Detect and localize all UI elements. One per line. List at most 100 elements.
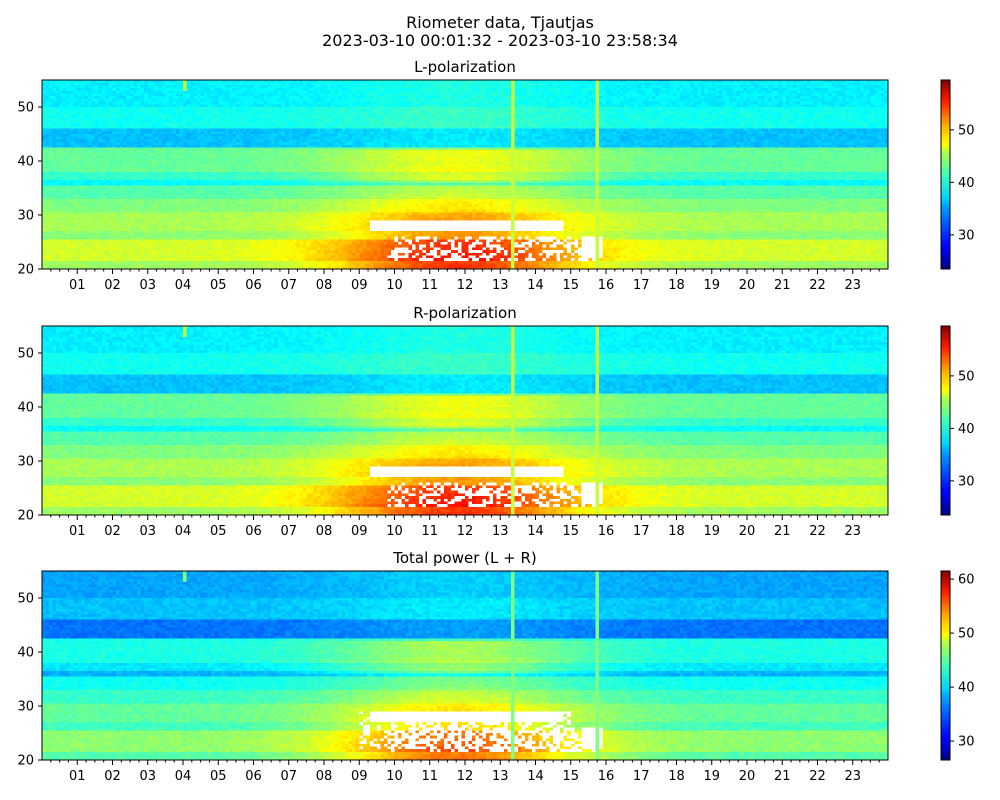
x-tick-label: 01: [69, 524, 86, 539]
x-tick-label: 05: [210, 278, 227, 293]
colorbar-tick-label: 30: [958, 228, 975, 243]
x-tick-label: 23: [844, 278, 861, 293]
x-tick-label: 13: [492, 524, 509, 539]
panel-title: R-polarization: [413, 304, 516, 322]
heatmap-image: [42, 571, 888, 760]
x-tick-label: 18: [668, 278, 685, 293]
x-tick-label: 05: [210, 769, 227, 784]
x-tick-label: 23: [844, 769, 861, 784]
x-tick-label: 09: [351, 769, 368, 784]
x-tick-label: 09: [351, 278, 368, 293]
y-tick-label: 40: [17, 646, 34, 661]
panel-title: L-polarization: [414, 58, 516, 76]
x-tick-label: 01: [69, 278, 86, 293]
figure-subtitle: 2023-03-10 00:01:32 - 2023-03-10 23:58:3…: [322, 31, 678, 50]
x-tick-label: 08: [316, 769, 333, 784]
x-tick-label: 03: [139, 524, 156, 539]
heatmap-image: [42, 326, 888, 515]
colorbar-tick-label: 50: [958, 627, 975, 642]
y-tick-label: 30: [17, 209, 34, 224]
colorbar-tick-label: 50: [958, 123, 975, 138]
x-tick-label: 16: [598, 524, 615, 539]
x-tick-label: 14: [527, 278, 544, 293]
x-tick-label: 19: [703, 278, 720, 293]
x-tick-label: 11: [421, 769, 438, 784]
x-tick-label: 06: [245, 524, 262, 539]
x-tick-label: 20: [739, 278, 756, 293]
y-tick-label: 40: [17, 401, 34, 416]
x-tick-label: 06: [245, 278, 262, 293]
panel-3: Total power (L + R) 20 30 40 50 01 02 03 04 05 06 0…: [17, 549, 974, 784]
colorbar-tick-label: 40: [958, 681, 975, 696]
x-tick-label: 11: [421, 524, 438, 539]
x-tick-label: 03: [139, 278, 156, 293]
colorbar-tick-label: 50: [958, 369, 975, 384]
colorbar-tick-label: 30: [958, 474, 975, 489]
colorbar: [940, 570, 951, 761]
y-tick-label: 30: [17, 455, 34, 470]
x-tick-label: 13: [492, 278, 509, 293]
y-tick-label: 50: [17, 592, 34, 607]
x-tick-label: 12: [457, 769, 474, 784]
x-tick-label: 02: [104, 769, 121, 784]
x-tick-label: 02: [104, 524, 121, 539]
x-tick-label: 21: [774, 769, 791, 784]
x-tick-label: 04: [175, 769, 192, 784]
x-tick-label: 15: [562, 278, 579, 293]
x-tick-label: 13: [492, 769, 509, 784]
y-tick-label: 20: [17, 263, 34, 278]
x-tick-label: 12: [457, 278, 474, 293]
x-tick-label: 18: [668, 524, 685, 539]
x-tick-label: 14: [527, 769, 544, 784]
heatmap-image: [42, 80, 888, 269]
x-tick-label: 04: [175, 524, 192, 539]
x-tick-label: 19: [703, 769, 720, 784]
x-tick-label: 03: [139, 769, 156, 784]
x-tick-label: 08: [316, 524, 333, 539]
x-tick-label: 01: [69, 769, 86, 784]
x-tick-label: 19: [703, 524, 720, 539]
y-tick-label: 40: [17, 155, 34, 170]
x-tick-label: 15: [562, 769, 579, 784]
figure-title: Riometer data, Tjautjas: [406, 13, 594, 32]
x-tick-label: 21: [774, 278, 791, 293]
x-tick-label: 18: [668, 769, 685, 784]
x-tick-label: 11: [421, 278, 438, 293]
x-tick-label: 05: [210, 524, 227, 539]
colorbar-tick-label: 40: [958, 176, 975, 191]
x-tick-label: 07: [280, 278, 297, 293]
x-tick-label: 04: [175, 278, 192, 293]
x-tick-label: 16: [598, 769, 615, 784]
x-tick-label: 22: [809, 769, 826, 784]
x-tick-label: 10: [386, 278, 403, 293]
colorbar: [940, 79, 951, 270]
x-tick-label: 15: [562, 524, 579, 539]
x-tick-label: 17: [633, 769, 650, 784]
x-tick-label: 16: [598, 278, 615, 293]
panel-2: R-polarization 20 30 40 50 01 02 03 04 05 06 07 08 09…: [17, 304, 974, 539]
x-tick-label: 07: [280, 524, 297, 539]
x-tick-label: 14: [527, 524, 544, 539]
x-tick-label: 17: [633, 278, 650, 293]
x-tick-label: 22: [809, 524, 826, 539]
x-tick-label: 22: [809, 278, 826, 293]
panels-group: L-polarization 20 30 40 50 01 02 03 04 05 06 07 08 09…: [17, 58, 974, 784]
colorbar-tick-label: 60: [958, 573, 975, 588]
x-tick-label: 09: [351, 524, 368, 539]
y-tick-label: 50: [17, 101, 34, 116]
panel-title: Total power (L + R): [392, 549, 537, 567]
x-tick-label: 08: [316, 278, 333, 293]
panel-1: L-polarization 20 30 40 50 01 02 03 04 05 06 07 08 09…: [17, 58, 974, 293]
x-tick-label: 10: [386, 769, 403, 784]
x-tick-label: 23: [844, 524, 861, 539]
colorbar-tick-label: 30: [958, 735, 975, 750]
x-tick-label: 02: [104, 278, 121, 293]
y-tick-label: 20: [17, 754, 34, 769]
colorbar-tick-label: 40: [958, 422, 975, 437]
x-tick-label: 21: [774, 524, 791, 539]
x-tick-label: 07: [280, 769, 297, 784]
x-tick-label: 20: [739, 769, 756, 784]
x-tick-label: 17: [633, 524, 650, 539]
y-tick-label: 20: [17, 509, 34, 524]
